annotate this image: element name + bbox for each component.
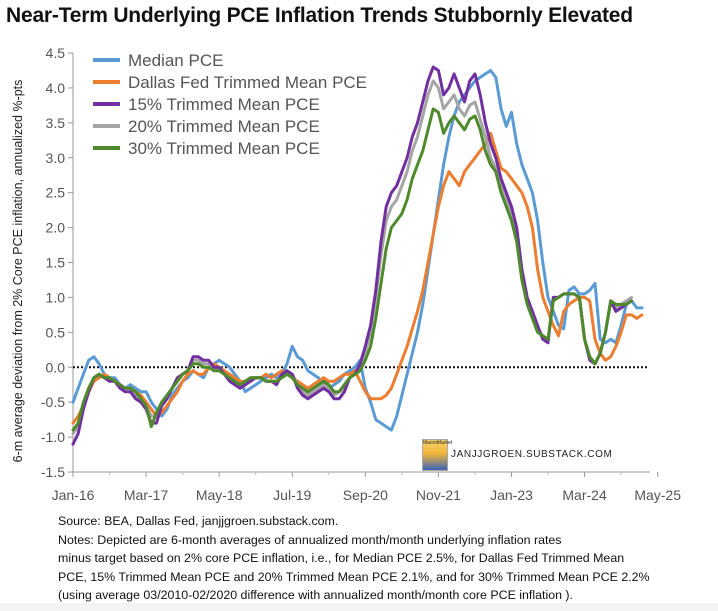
line-chart: -1.5 -1.0 -0.5 0.0 0.5 1.0 1.5 2.0 2.5 3.0 3.5 4.0 4…: [11, 45, 681, 503]
notes-line: PCE, 15% Trimmed Mean PCE and 20% Trimme…: [58, 569, 650, 584]
x-tick-label: Sep-20: [343, 487, 388, 503]
watermark-logo: MacroMarket: [422, 439, 453, 471]
chart-axes: -1.5 -1.0 -0.5 0.0 0.5 1.0 1.5 2.0 2.5 3.0 3.5 4.0 4…: [41, 45, 681, 503]
notes-line: (using average 03/2010-02/2020 differenc…: [58, 588, 573, 602]
x-tick-label: Jul-19: [273, 487, 311, 503]
watermark-logo-text: MacroMarket: [423, 440, 453, 446]
y-tick-label: 0.0: [46, 359, 66, 375]
x-tick-label: Jan-23: [490, 487, 533, 503]
series-line-dallas-fed-trimmed-mean-pce: [71, 131, 644, 425]
legend-label: 20% Trimmed Mean PCE: [128, 117, 320, 136]
series-lines: [71, 65, 644, 446]
y-tick-label: 3.0: [46, 150, 66, 166]
legend-label: 30% Trimmed Mean PCE: [128, 139, 320, 158]
y-tick-label: -1.5: [41, 464, 65, 480]
y-tick-label: -0.5: [41, 394, 65, 410]
x-tick-label: Jan-16: [52, 487, 95, 503]
notes-line: Notes: Depicted are 6-month averages of …: [58, 532, 562, 547]
y-tick-label: 3.5: [46, 115, 66, 131]
legend-label: 15% Trimmed Mean PCE: [128, 95, 320, 114]
y-axis-label: 6-m average deviation from 2% Core PCE i…: [11, 80, 25, 463]
y-tick-label: 2.5: [46, 185, 66, 201]
x-tick-label: May-18: [196, 487, 243, 503]
y-tick-label: 1.5: [46, 255, 66, 271]
y-tick-label: 0.5: [46, 324, 66, 340]
x-tick-label: May-25: [634, 487, 681, 503]
legend-label: Dallas Fed Trimmed Mean PCE: [128, 73, 367, 92]
notes-line: Source: BEA, Dallas Fed, janjjgroen.subs…: [58, 514, 339, 528]
y-tick-label: 4.0: [46, 80, 66, 96]
x-tick-label: Mar-17: [124, 487, 169, 503]
x-tick-label: Nov-21: [416, 487, 461, 503]
chart-title: Near-Term Underlying PCE Inflation Trend…: [6, 4, 633, 27]
legend-label: Median PCE: [128, 51, 223, 70]
x-tick-label: Mar-24: [562, 487, 607, 503]
footer-bar: [0, 603, 718, 611]
series-line-30-trimmed-mean-pce: [71, 107, 634, 432]
y-tick-label: 1.0: [46, 289, 66, 305]
notes-line: minus target based on 2% core PCE inflat…: [58, 551, 625, 565]
y-tick-label: 2.0: [46, 220, 66, 236]
chart-legend: Median PCE Dallas Fed Trimmed Mean PCE 15%…: [93, 51, 367, 158]
chart-notes: Source: BEA, Dallas Fed, janjjgroen.subs…: [58, 512, 718, 605]
y-tick-label: 4.5: [46, 45, 66, 61]
y-tick-label: -1.0: [41, 429, 65, 445]
watermark-text: JANJJGROEN.SUBSTACK.COM: [451, 449, 613, 460]
